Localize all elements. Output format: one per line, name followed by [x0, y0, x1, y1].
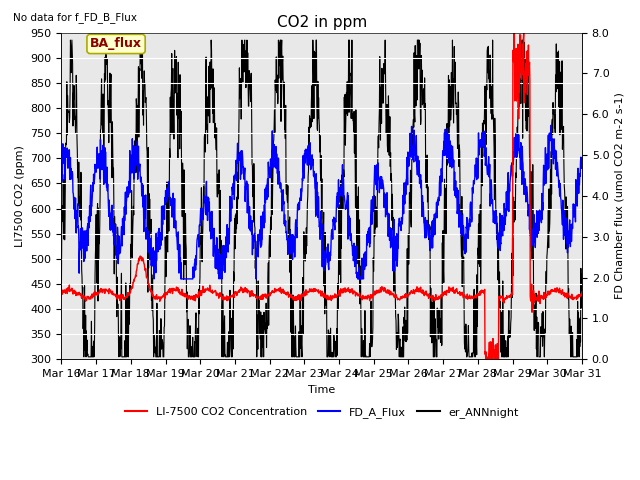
- Text: BA_flux: BA_flux: [90, 37, 142, 50]
- Legend: LI-7500 CO2 Concentration, FD_A_Flux, er_ANNnight: LI-7500 CO2 Concentration, FD_A_Flux, er…: [120, 403, 524, 422]
- Text: No data for f_FD_B_Flux: No data for f_FD_B_Flux: [13, 12, 137, 23]
- Title: CO2 in ppm: CO2 in ppm: [276, 15, 367, 30]
- X-axis label: Time: Time: [308, 384, 335, 395]
- Y-axis label: FD Chamber flux (umol CO2 m-2 s-1): FD Chamber flux (umol CO2 m-2 s-1): [615, 93, 625, 300]
- Y-axis label: LI7500 CO2 (ppm): LI7500 CO2 (ppm): [15, 145, 25, 247]
